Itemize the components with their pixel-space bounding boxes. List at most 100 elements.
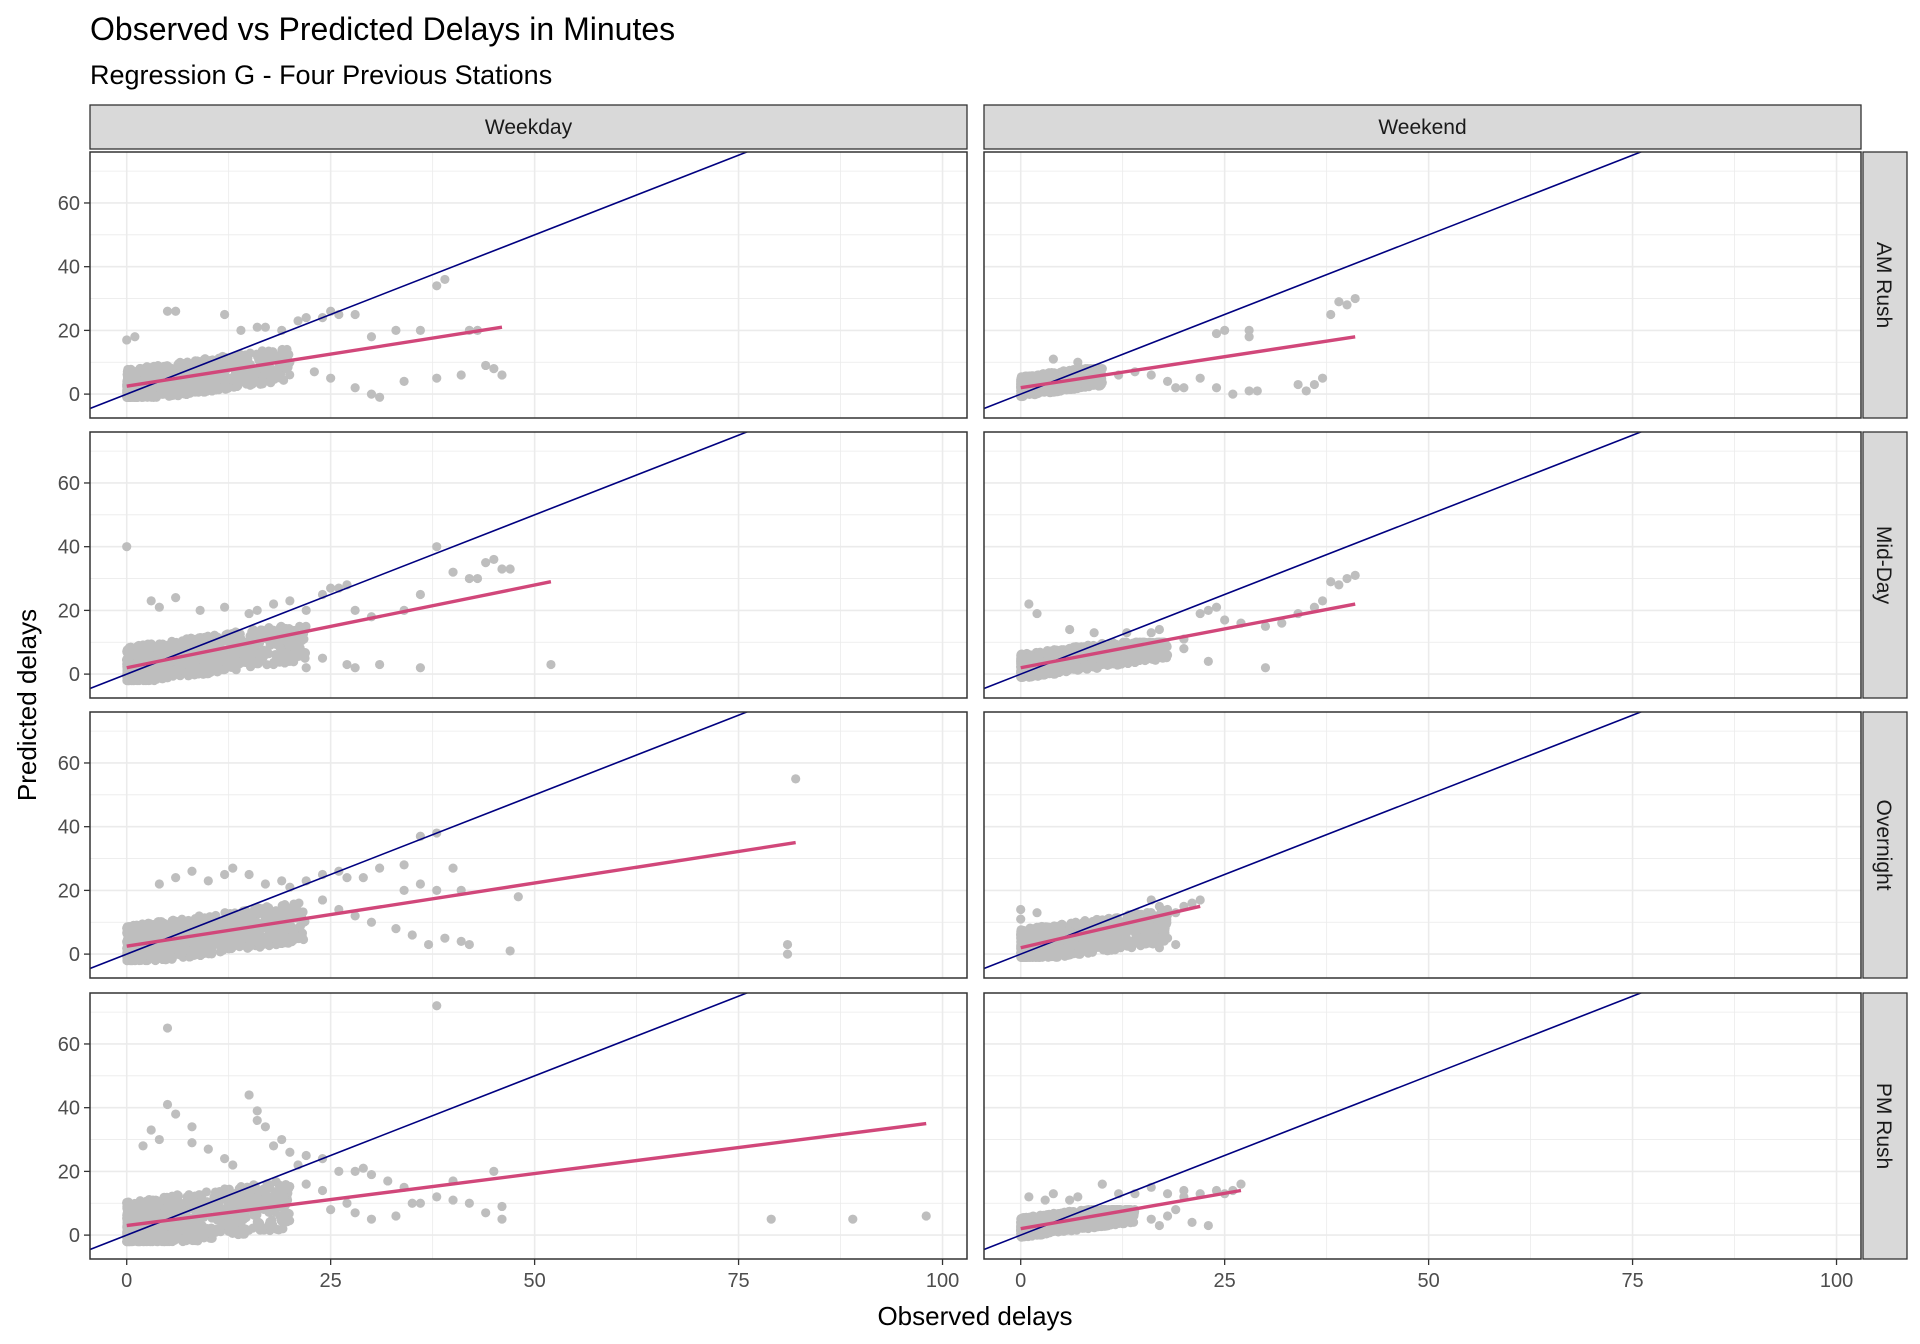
column-strip-weekday: Weekday (89, 104, 968, 150)
scatter-point (155, 1196, 165, 1207)
scatter-point (350, 605, 360, 615)
scatter-point (1121, 654, 1131, 664)
scatter-point (197, 947, 207, 957)
scatter-point (456, 370, 466, 380)
scatter-point (248, 367, 258, 377)
y-tick-label: 40 (58, 817, 80, 839)
scatter-point (1037, 370, 1047, 380)
scatter-point (415, 325, 426, 335)
scatter-point (127, 924, 137, 934)
panel-border (983, 711, 1862, 979)
scatter-point (481, 558, 491, 568)
scatter-point (171, 873, 181, 883)
scatter-point (513, 892, 523, 902)
scatter-point (200, 382, 210, 393)
scatter-point (268, 599, 279, 609)
scatter-point (1040, 942, 1050, 952)
scatter-point (407, 930, 417, 940)
scatter-point (237, 916, 247, 926)
scatter-point (168, 915, 178, 925)
scatter-point (193, 936, 203, 946)
scatter-point (207, 651, 218, 662)
scatter-point (297, 931, 307, 941)
scatter-point (260, 879, 270, 889)
scatter-point (1195, 608, 1205, 619)
scatter-point (1155, 916, 1165, 926)
scatter-point (122, 542, 132, 552)
scatter-point (1095, 933, 1105, 943)
panel-border (89, 711, 968, 979)
scatter-point (423, 939, 434, 950)
panel-border (89, 151, 968, 419)
scatter-point (278, 351, 288, 362)
scatter-point (203, 876, 213, 886)
scatter-point (391, 325, 401, 335)
scatter-point (154, 639, 165, 649)
y-tick-label: 0 (69, 944, 80, 966)
y-tick-label: 60 (58, 473, 80, 495)
scatter-point (440, 274, 450, 285)
scatter-point (171, 922, 181, 932)
scatter-point (1211, 328, 1222, 339)
scatter-point (1260, 663, 1271, 673)
scatter-point (391, 924, 401, 934)
scatter-point (1037, 386, 1047, 397)
scatter-point (1162, 933, 1173, 943)
panel-border (983, 151, 1862, 419)
scatter-point (1107, 927, 1117, 937)
scatter-point (226, 934, 237, 944)
scatter-point (1061, 645, 1071, 655)
scatter-point (247, 644, 257, 654)
scatter-point (1082, 661, 1092, 671)
row-strip-label: PM Rush (1872, 1083, 1895, 1169)
scatter-point (440, 933, 450, 943)
scatter-point (1326, 309, 1336, 320)
scatter-point (1244, 332, 1254, 342)
scatter-point (1032, 608, 1042, 619)
y-tick-label: 20 (58, 600, 80, 622)
scatter-point (135, 644, 145, 654)
scatter-point (1162, 376, 1173, 386)
scatter-point (160, 922, 171, 932)
scatter-point (481, 360, 491, 371)
scatter-point (497, 370, 507, 380)
scatter-point (229, 655, 240, 665)
scatter-point (432, 885, 442, 895)
scatter-point (399, 376, 409, 386)
scatter-point (1077, 918, 1087, 928)
identity-line (984, 152, 1643, 410)
y-tick-label: 40 (58, 257, 80, 279)
y-tick-label: 40 (58, 537, 80, 559)
scatter-point (216, 932, 226, 942)
scatter-point (279, 923, 290, 934)
scatter-point (181, 937, 191, 947)
scatter-point (432, 281, 442, 291)
fit-line (1020, 602, 1356, 670)
identity-line (984, 712, 1643, 970)
scatter-point (464, 939, 474, 950)
scatter-point (130, 332, 140, 342)
scatter-point (183, 359, 193, 370)
panel-weekend-mid-day (983, 431, 1862, 699)
scatter-point (289, 929, 299, 939)
scatter-point (220, 869, 230, 880)
column-strip-label: Weekday (485, 116, 573, 139)
scatter-point (1108, 637, 1118, 648)
scatter-point (1293, 379, 1303, 390)
scatter-point (301, 313, 311, 323)
scatter-point (204, 948, 214, 958)
scatter-point (218, 653, 228, 663)
scatter-point (1145, 921, 1155, 931)
scatter-point (1151, 645, 1162, 655)
scatter-point (143, 653, 153, 663)
scatter-point (1139, 650, 1149, 661)
scatter-point (317, 653, 328, 663)
row-strip-mid-day: Mid-Day (1862, 431, 1908, 699)
scatter-point (1203, 656, 1213, 666)
row-strip-label: Mid-Day (1872, 526, 1895, 605)
scatter-point (1211, 602, 1222, 612)
scatter-point (1065, 624, 1075, 635)
